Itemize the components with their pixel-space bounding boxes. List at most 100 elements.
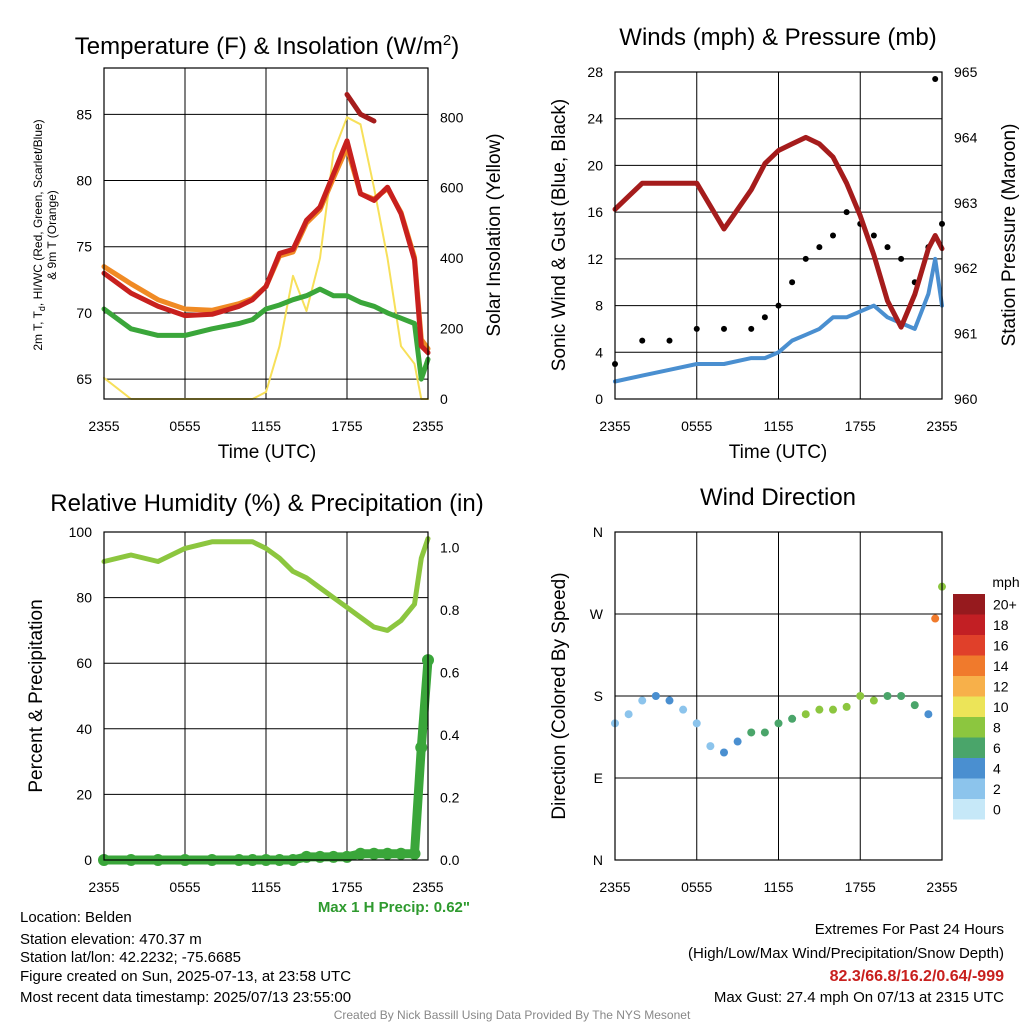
humidity-left-axis-label: Percent & Precipitation <box>26 599 47 792</box>
y-tick-label-right: 600 <box>440 180 464 196</box>
plot-frame <box>614 531 943 861</box>
direction-point <box>651 692 660 700</box>
y-tick-label: 28 <box>587 64 603 80</box>
wind-panel: Winds (mph) & Pressure (mb) 2355 0555 1155… <box>549 24 1020 463</box>
speed-colorbar: 0 2 4 6 8 10 12 14 16 18 20+ <box>953 594 1017 820</box>
colorbar-label: 20+ <box>993 596 1017 612</box>
precip-point <box>300 850 313 863</box>
precip-point <box>341 850 353 863</box>
direction-point <box>720 748 728 757</box>
extremes-values: 82.3/66.8/16.2/0.64/-999 <box>830 968 1004 985</box>
direction-point <box>788 714 797 723</box>
y-tick-label-right: 400 <box>440 250 464 266</box>
colorbar-label: 18 <box>993 617 1009 633</box>
series-2m-t <box>101 138 431 356</box>
x-tick-label: 1755 <box>845 879 876 895</box>
figure-created: Figure created on Sun, 2025-07-13, at 23… <box>20 968 351 985</box>
gust-point <box>666 337 673 344</box>
x-tick-label: 1755 <box>331 879 362 895</box>
extremes-subtitle: (High/Low/Max Wind/Precipitation/Snow De… <box>688 945 1004 962</box>
colorbar-label: 12 <box>993 678 1009 694</box>
series-relative-humidity <box>101 536 431 633</box>
colorbar-swatch <box>953 737 985 758</box>
y-tick-label-right: 961 <box>954 326 978 342</box>
colorbar-label: 10 <box>993 699 1009 715</box>
precip-point <box>381 847 394 860</box>
precip-point <box>314 850 326 863</box>
precip-point <box>368 847 380 860</box>
temperature-plot-area: 2355 0555 1155 1755 2355 65 70 75 80 85 0 200 400 600… <box>76 67 464 434</box>
temperature-left-axis-label-1: 2m T, Td, HI/WC (Red, Green, Scarlet/Blu… <box>31 119 47 350</box>
y-tick-label: 0 <box>84 852 92 868</box>
temperature-left-axis-label-2: & 9m T (Orange) <box>45 190 59 280</box>
direction-point <box>747 728 756 737</box>
colorbar-label: 14 <box>993 658 1009 674</box>
max-precip-label: Max 1 H Precip: 0.62" <box>318 899 470 916</box>
gust-point <box>932 76 939 83</box>
gust-point <box>721 325 727 332</box>
x-tick-label: 0555 <box>681 418 712 434</box>
x-tick-label: 2355 <box>599 418 630 434</box>
colorbar-swatch <box>953 594 985 615</box>
direction-point <box>733 737 742 746</box>
direction-point <box>665 696 674 705</box>
plot-frame <box>103 67 429 400</box>
gust-point <box>761 314 768 321</box>
y-tick-label-right: 0.0 <box>440 852 460 868</box>
wind-x-axis-label: Time (UTC) <box>729 442 828 463</box>
x-tick-label: 1155 <box>763 879 793 895</box>
y-tick-label: 24 <box>587 111 603 127</box>
direction-point <box>869 696 878 705</box>
precip-point <box>395 847 407 860</box>
colorbar-swatch <box>953 696 985 717</box>
gust-point <box>843 209 850 216</box>
gust-point <box>816 244 823 251</box>
series-hi-wc <box>344 92 377 124</box>
x-tick-label: 1155 <box>251 418 281 434</box>
gust-point <box>639 337 646 344</box>
wind-left-axis-label: Sonic Wind & Gust (Blue, Black) <box>549 99 570 371</box>
x-tick-label: 0555 <box>169 879 200 895</box>
direction-point <box>931 614 940 623</box>
y-tick-label-right: 962 <box>954 260 978 276</box>
y-tick-label-right: 800 <box>440 109 464 125</box>
extremes-title: Extremes For Past 24 Hours <box>815 921 1004 938</box>
gust-point <box>884 244 891 251</box>
y-tick-label: 20 <box>587 157 603 173</box>
colorbar-swatch <box>953 676 985 697</box>
y-tick-label: S <box>594 688 603 704</box>
x-tick-label: 0555 <box>681 879 712 895</box>
colorbar-label: 16 <box>993 637 1009 653</box>
direction-plot-area: 2355 0555 1155 1755 2355 N E S W N <box>590 524 958 895</box>
direction-point <box>856 692 865 700</box>
direction-point <box>801 710 810 719</box>
y-tick-label: 80 <box>76 590 92 606</box>
colorbar-swatch <box>953 758 985 779</box>
y-tick-label: 20 <box>76 786 92 802</box>
gust-point <box>693 325 700 332</box>
x-tick-label: 1155 <box>251 879 281 895</box>
precip-point <box>354 847 367 860</box>
direction-point <box>706 742 715 751</box>
colorbar-swatch <box>953 614 985 635</box>
y-tick-label-right: 964 <box>954 129 978 145</box>
y-tick-label: 8 <box>595 298 603 314</box>
y-tick-label-right: 200 <box>440 321 464 337</box>
x-tick-label: 0555 <box>169 418 200 434</box>
x-tick-label: 2355 <box>88 879 119 895</box>
y-tick-label: 65 <box>76 371 92 387</box>
extremes-block: Extremes For Past 24 Hours (High/Low/Max… <box>688 921 1004 1006</box>
plot-frame <box>103 531 429 861</box>
colorbar-label: 8 <box>993 719 1001 735</box>
direction-point <box>829 705 837 714</box>
x-tick-label: 2355 <box>412 418 443 434</box>
temperature-panel: Temperature (F) & Insolation (W/m2) 2355… <box>31 32 505 463</box>
direction-point <box>815 705 824 714</box>
series-sonic-wind <box>613 256 944 384</box>
direction-point <box>883 692 892 700</box>
y-tick-label: N <box>593 524 603 540</box>
colorbar-label: 0 <box>993 801 1001 817</box>
x-tick-label: 1755 <box>845 418 876 434</box>
humidity-plot-area: 2355 0555 1155 1755 2355 0 20 40 60 80 100 0.0 0.2 0.… <box>69 524 460 895</box>
